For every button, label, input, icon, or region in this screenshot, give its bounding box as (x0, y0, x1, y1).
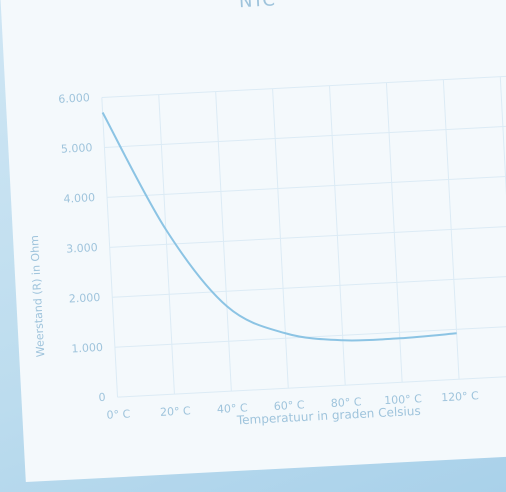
x-tick-label: 20° C (160, 404, 192, 419)
grid-line-vertical (272, 88, 289, 389)
grid-line-vertical (442, 79, 460, 380)
y-tick-label: 6.000 (58, 91, 90, 106)
series-line (101, 112, 457, 342)
grid-line-vertical (385, 82, 403, 383)
x-tick-label: 0° C (106, 407, 131, 421)
grid-line (109, 223, 506, 248)
grid-line (104, 123, 506, 148)
grid-line (107, 173, 506, 198)
grid-line-vertical (215, 91, 232, 392)
y-axis-label: Weerstand (R) in Ohm (28, 235, 47, 358)
grid-line-vertical (499, 76, 506, 377)
grid-line (101, 73, 506, 99)
x-tick-label: 40° C (217, 401, 249, 416)
y-tick-label: 4.000 (63, 191, 95, 206)
grid-line (112, 273, 506, 298)
y-tick-label: 2.000 (68, 291, 100, 306)
grid-line (114, 323, 506, 348)
grid-line-vertical (101, 97, 119, 398)
y-tick-label: 1.000 (71, 341, 103, 356)
x-tick-label: 60° C (274, 398, 306, 413)
y-tick-label: 3.000 (66, 241, 98, 256)
grid-line (117, 373, 506, 398)
grid-line-vertical (329, 85, 346, 386)
chart-title: NTC (238, 0, 275, 12)
x-tick-label: 80° C (330, 395, 362, 410)
grid-line-vertical (158, 94, 175, 395)
x-tick-label: 100° C (384, 392, 423, 407)
y-tick-label: 5.000 (61, 141, 93, 156)
x-tick-label: 120° C (441, 389, 480, 404)
y-tick-label: 0 (98, 391, 106, 404)
